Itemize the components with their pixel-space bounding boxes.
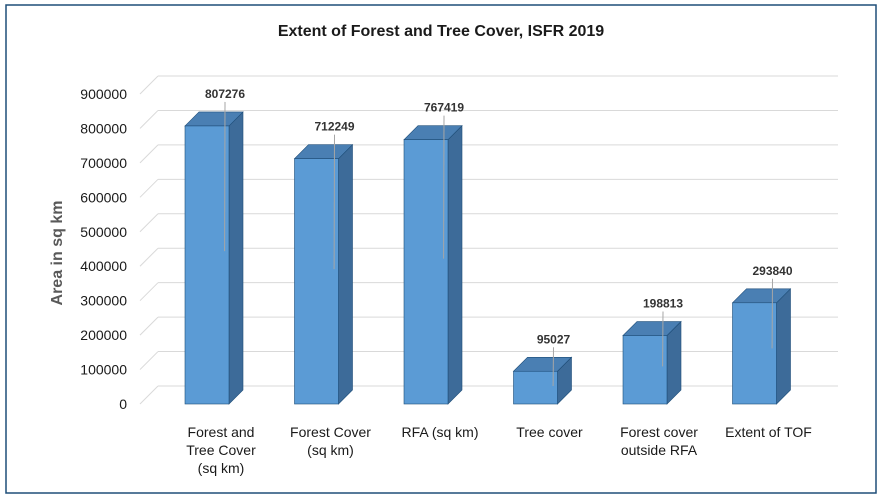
- bar: [403, 124, 463, 405]
- bar: [512, 356, 573, 405]
- x-tick-label: Extent of TOF: [725, 424, 812, 440]
- gridline-diagonal: [139, 385, 159, 405]
- y-tick-label: 800000: [80, 120, 127, 136]
- x-tick-label: Tree cover: [516, 424, 583, 440]
- gridline-diagonal: [139, 247, 159, 267]
- bar-front-face: [184, 125, 230, 405]
- x-tick-label: RFA (sq km): [401, 424, 478, 440]
- gridline-diagonal: [139, 178, 159, 198]
- bar-front-face: [732, 302, 777, 405]
- bars: [184, 111, 792, 405]
- x-tick-label: Forest and Tree Cover (sq km): [186, 424, 256, 476]
- y-tick-label: 100000: [80, 362, 127, 378]
- bar-front-face: [403, 139, 449, 405]
- data-label: 807276: [205, 87, 245, 101]
- leader-lines: [224, 101, 773, 387]
- gridline-diagonal: [139, 110, 159, 129]
- y-tick-label: 700000: [80, 155, 127, 171]
- gridline-diagonal: [139, 75, 159, 95]
- gridlines: [139, 75, 838, 405]
- y-tick-label: 200000: [80, 327, 127, 343]
- bar-front-face: [513, 370, 558, 405]
- gridline-diagonal: [139, 351, 159, 370]
- gridline-diagonal: [139, 316, 159, 336]
- gridline-diagonal: [139, 144, 159, 164]
- y-tick-label: 400000: [80, 258, 127, 274]
- bar-side-face: [338, 143, 353, 405]
- bar-side-face: [228, 111, 244, 405]
- data-label: 712249: [314, 120, 354, 134]
- y-axis-label: Area in sq km: [49, 201, 66, 306]
- bar-front-face: [622, 335, 668, 405]
- data-label: 95027: [537, 332, 571, 346]
- data-label: 198813: [643, 297, 683, 311]
- bar: [184, 111, 244, 405]
- x-axis-ticks: Forest and Tree Cover (sq km) Forest Cover(…: [186, 424, 812, 476]
- y-tick-label: 900000: [80, 86, 127, 102]
- bar-side-face: [447, 124, 463, 405]
- bar: [731, 288, 792, 405]
- y-tick-label: 600000: [80, 189, 127, 205]
- y-axis-ticks: 0 100000 200000 300000 400000 500000 600000 700…: [80, 86, 127, 412]
- data-label: 293840: [752, 264, 792, 278]
- bar-side-face: [666, 320, 682, 405]
- x-tick-label: Forest cover outside RFA: [620, 424, 698, 458]
- bar-side-face: [776, 288, 791, 405]
- bar-front-face: [294, 158, 339, 405]
- y-tick-label: 500000: [80, 224, 127, 240]
- gridline-diagonal: [139, 282, 159, 302]
- bar: [622, 320, 682, 405]
- data-labels: 807276 712249 767419 95027 198813 293840: [205, 87, 793, 346]
- y-tick-label: 0: [119, 396, 127, 412]
- chart-title: Extent of Forest and Tree Cover, ISFR 20…: [278, 23, 604, 40]
- y-tick-label: 300000: [80, 293, 127, 309]
- data-label: 767419: [424, 101, 464, 115]
- x-tick-label: Forest Cover (sq km): [290, 424, 371, 458]
- gridline-diagonal: [139, 213, 159, 233]
- bar: [293, 143, 354, 405]
